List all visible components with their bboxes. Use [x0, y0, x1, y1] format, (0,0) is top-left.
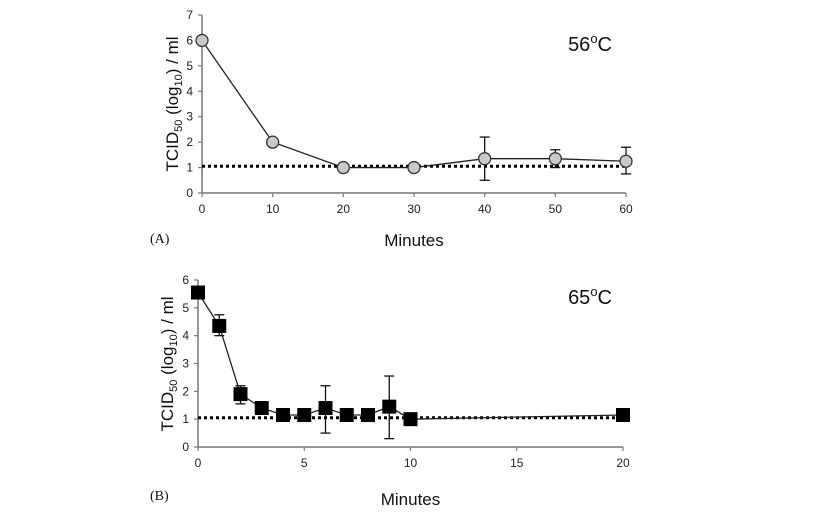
y-tick-label: 0 — [186, 186, 193, 200]
x-tick-label: 10 — [266, 202, 280, 216]
data-point — [361, 407, 375, 422]
data-point — [212, 318, 227, 333]
data-point — [616, 407, 630, 422]
y-axis-label: TCID50 (log10) / ml — [158, 296, 180, 431]
series-line — [201, 40, 627, 169]
x-tick-label: 15 — [510, 456, 524, 470]
temperature-unit: C — [598, 34, 612, 56]
temperature-value: 56 — [568, 34, 590, 56]
degree-sup: o — [590, 31, 597, 46]
data-point — [195, 33, 209, 48]
temperature-unit: C — [598, 287, 612, 309]
panel-label: (B) — [150, 489, 169, 504]
x-axis-label: Minutes — [381, 490, 441, 509]
y-tick-label: 6 — [186, 33, 193, 47]
data-point — [403, 412, 418, 427]
y-axis-label: TCID50 (log10) / ml — [163, 36, 185, 171]
x-tick-label: 20 — [616, 456, 630, 470]
temperature-value: 65 — [568, 287, 590, 309]
panel-label: (A) — [150, 232, 170, 247]
data-point — [191, 285, 205, 300]
data-point — [276, 407, 290, 422]
y-axis-label-part: 10 — [173, 74, 185, 86]
data-point — [619, 154, 633, 168]
data-point — [318, 401, 333, 416]
x-tick-label: 30 — [407, 202, 421, 216]
y-tick-label: 1 — [186, 161, 193, 175]
x-tick-label: 5 — [301, 456, 308, 470]
y-tick-label: 3 — [182, 357, 189, 371]
data-point — [297, 407, 312, 422]
y-tick-label: 5 — [186, 59, 193, 73]
y-axis-label-part: (log — [163, 87, 182, 120]
x-tick-label: 20 — [337, 202, 351, 216]
y-axis-label-part: ) / ml — [158, 296, 177, 334]
y-tick-label: 7 — [186, 8, 193, 22]
x-tick-label: 50 — [549, 202, 563, 216]
y-axis-label-part: 50 — [168, 380, 180, 392]
y-tick-label: 3 — [186, 110, 193, 124]
x-tick-label: 0 — [195, 456, 202, 470]
x-tick-label: 40 — [478, 202, 492, 216]
y-tick-label: 0 — [182, 440, 189, 454]
x-tick-label: 10 — [404, 456, 418, 470]
y-tick-label: 6 — [182, 273, 189, 287]
data-point — [382, 399, 397, 414]
data-point — [548, 152, 562, 166]
y-axis-label-part: 10 — [168, 334, 180, 346]
x-axis-label: Minutes — [384, 231, 444, 250]
y-tick-label: 5 — [182, 301, 189, 315]
data-point — [254, 401, 269, 416]
data-point — [266, 135, 280, 149]
x-tick-label: 60 — [619, 202, 633, 216]
y-axis-label-part: (log — [158, 347, 177, 380]
temperature-annotation: 56oC — [568, 31, 612, 56]
data-point — [336, 160, 350, 175]
y-axis-label-part: 50 — [173, 120, 185, 132]
data-point — [339, 407, 354, 422]
y-axis-label-part: TCID — [158, 392, 177, 432]
data-point — [478, 152, 492, 166]
degree-sup: o — [590, 284, 597, 299]
series-line — [197, 292, 624, 420]
y-axis-label-part: ) / ml — [163, 36, 182, 74]
y-tick-label: 2 — [186, 135, 193, 149]
data-point — [407, 160, 421, 175]
temperature-annotation: 65oC — [568, 284, 612, 309]
y-tick-label: 2 — [182, 384, 189, 398]
x-tick-label: 0 — [199, 202, 206, 216]
y-tick-label: 1 — [182, 412, 189, 426]
y-axis-label-part: TCID — [163, 132, 182, 172]
y-tick-label: 4 — [182, 329, 189, 343]
data-point — [233, 387, 248, 402]
y-tick-label: 4 — [186, 84, 193, 98]
